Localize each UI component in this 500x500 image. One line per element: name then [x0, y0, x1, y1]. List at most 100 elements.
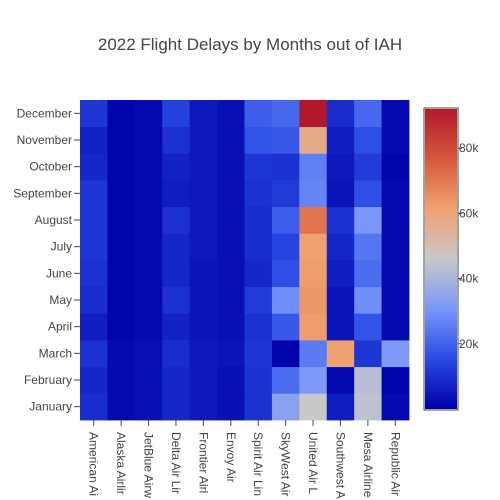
- heatmap-cell: [326, 126, 355, 154]
- heatmap-cell: [134, 206, 163, 234]
- heatmap-cell: [354, 153, 382, 181]
- y-tick-label: March: [39, 346, 72, 360]
- heatmap-cell: [107, 260, 136, 288]
- heatmap-cell: [354, 393, 382, 421]
- x-tick-label: Republic Air: [388, 432, 402, 496]
- heatmap-cell: [381, 260, 410, 288]
- heatmap-cell: [381, 340, 410, 368]
- heatmap-cell: [326, 100, 355, 128]
- y-tick-label: February: [24, 373, 72, 387]
- y-tick-label: October: [29, 160, 72, 174]
- heatmap-cell: [354, 233, 382, 261]
- heatmap-cell: [162, 313, 191, 341]
- heatmap-cell: [107, 126, 136, 154]
- heatmap-cell: [271, 393, 300, 421]
- colorbar-tick-label: 60k: [459, 206, 479, 220]
- heatmap-cell: [80, 153, 108, 181]
- heatmap-cell: [189, 126, 218, 154]
- heatmap-cell: [244, 313, 273, 341]
- colorbar-tick-label: 80k: [459, 141, 479, 155]
- heatmap-cell: [80, 260, 108, 288]
- heatmap-cell: [162, 366, 191, 394]
- heatmap-cell: [244, 233, 273, 261]
- heatmap-cell: [134, 313, 163, 341]
- x-tick-label: Envoy Air: [224, 432, 238, 483]
- heatmap-cell: [381, 313, 410, 341]
- heatmap-cell: [299, 153, 328, 181]
- y-tick-label: June: [46, 266, 72, 280]
- heatmap-cell: [80, 340, 108, 368]
- y-tick-label: January: [29, 400, 72, 414]
- heatmap-cell: [244, 340, 273, 368]
- heatmap-cells: [80, 100, 410, 421]
- heatmap-cell: [381, 206, 410, 234]
- heatmap-cell: [80, 206, 108, 234]
- heatmap-cell: [326, 233, 355, 261]
- heatmap-cell: [326, 340, 355, 368]
- y-tick-label: November: [17, 133, 72, 147]
- heatmap-cell: [189, 366, 218, 394]
- heatmap-cell: [107, 100, 136, 128]
- heatmap-cell: [162, 206, 191, 234]
- heatmap-cell: [244, 100, 273, 128]
- heatmap-cell: [381, 286, 410, 314]
- heatmap-cell: [244, 206, 273, 234]
- x-axis-labels: American Ai Alaska Airlir JetBlue Airw Delt…: [87, 420, 402, 499]
- x-tick-label: Frontier Airl: [196, 432, 210, 493]
- heatmap-cell: [271, 286, 300, 314]
- heatmap-cell: [326, 313, 355, 341]
- heatmap-cell: [217, 153, 245, 181]
- heatmap-cell: [189, 153, 218, 181]
- colorbar-tick-label: 40k: [459, 272, 479, 286]
- heatmap-cell: [354, 100, 382, 128]
- x-tick-label: Mesa Airline: [361, 432, 375, 498]
- y-tick-label: September: [13, 186, 72, 200]
- x-tick-label: Alaska Airlir: [114, 432, 128, 495]
- heatmap-cell: [326, 393, 355, 421]
- heatmap-cell: [299, 340, 328, 368]
- heatmap-cell: [217, 393, 245, 421]
- heatmap-cell: [162, 233, 191, 261]
- heatmap-cell: [271, 126, 300, 154]
- heatmap-cell: [299, 260, 328, 288]
- y-tick-label: April: [48, 320, 72, 334]
- x-tick-label: JetBlue Airw: [142, 432, 156, 498]
- heatmap-cell: [271, 260, 300, 288]
- heatmap-cell: [244, 260, 273, 288]
- heatmap-cell: [271, 153, 300, 181]
- heatmap-cell: [134, 233, 163, 261]
- colorbar-gradient: [425, 109, 457, 409]
- heatmap-cell: [107, 206, 136, 234]
- heatmap-cell: [107, 286, 136, 314]
- heatmap-cell: [162, 393, 191, 421]
- heatmap-cell: [189, 340, 218, 368]
- heatmap-cell: [80, 286, 108, 314]
- heatmap-cell: [217, 126, 245, 154]
- heatmap-cell: [381, 126, 410, 154]
- heatmap-cell: [299, 126, 328, 154]
- heatmap-cell: [326, 366, 355, 394]
- heatmap-cell: [80, 366, 108, 394]
- heatmap-cell: [326, 153, 355, 181]
- heatmap-cell: [217, 340, 245, 368]
- heatmap-cell: [134, 393, 163, 421]
- heatmap-cell: [162, 153, 191, 181]
- chart-title: 2022 Flight Delays by Months out of IAH: [98, 35, 402, 54]
- heatmap-cell: [217, 100, 245, 128]
- x-tick-label: United Air L: [306, 432, 320, 494]
- y-tick-label: December: [17, 106, 72, 120]
- heatmap-cell: [326, 260, 355, 288]
- heatmap-cell: [80, 126, 108, 154]
- heatmap-cell: [217, 233, 245, 261]
- heatmap-cell: [271, 313, 300, 341]
- heatmap-cell: [80, 313, 108, 341]
- heatmap-cell: [107, 180, 136, 208]
- heatmap-cell: [107, 340, 136, 368]
- y-tick-label: August: [35, 213, 73, 227]
- colorbar-tick-label: 20k: [459, 337, 479, 351]
- heatmap-cell: [244, 180, 273, 208]
- heatmap-cell: [271, 100, 300, 128]
- heatmap-cell: [162, 180, 191, 208]
- heatmap-cell: [162, 126, 191, 154]
- heatmap-cell: [244, 393, 273, 421]
